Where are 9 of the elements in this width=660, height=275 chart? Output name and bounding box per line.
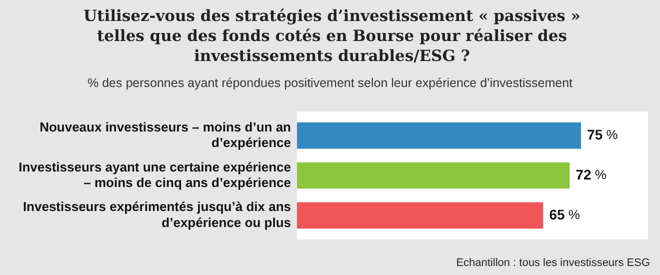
text: Echantillon : tous les investisseurs ESG: [456, 257, 650, 269]
chart-title: Utilisez-vous des stratégies d’investissement « passives » telles que des fonds cotés en Bourse pour réaliser des investissements durables/ESG ?: [82, 6, 582, 66]
y-tick-label: Investisseurs ayant une certaine expérience – moins de cinq ans d’expérience: [18, 159, 291, 190]
data-label: 65 %: [549, 206, 580, 222]
chart-subtitle: % des personnes ayant répondues positivement selon leur expérience d’investissement: [86, 76, 574, 90]
data-label: 75 %: [587, 126, 618, 142]
y-tick-label: Investisseurs expérimentés jusqu’à dix ans d’expérience ou plus: [22, 199, 291, 230]
data-label: 72 %: [576, 166, 607, 182]
y-tick-label: Nouveaux investisseurs – moins d’un an d’expérience: [40, 119, 292, 150]
